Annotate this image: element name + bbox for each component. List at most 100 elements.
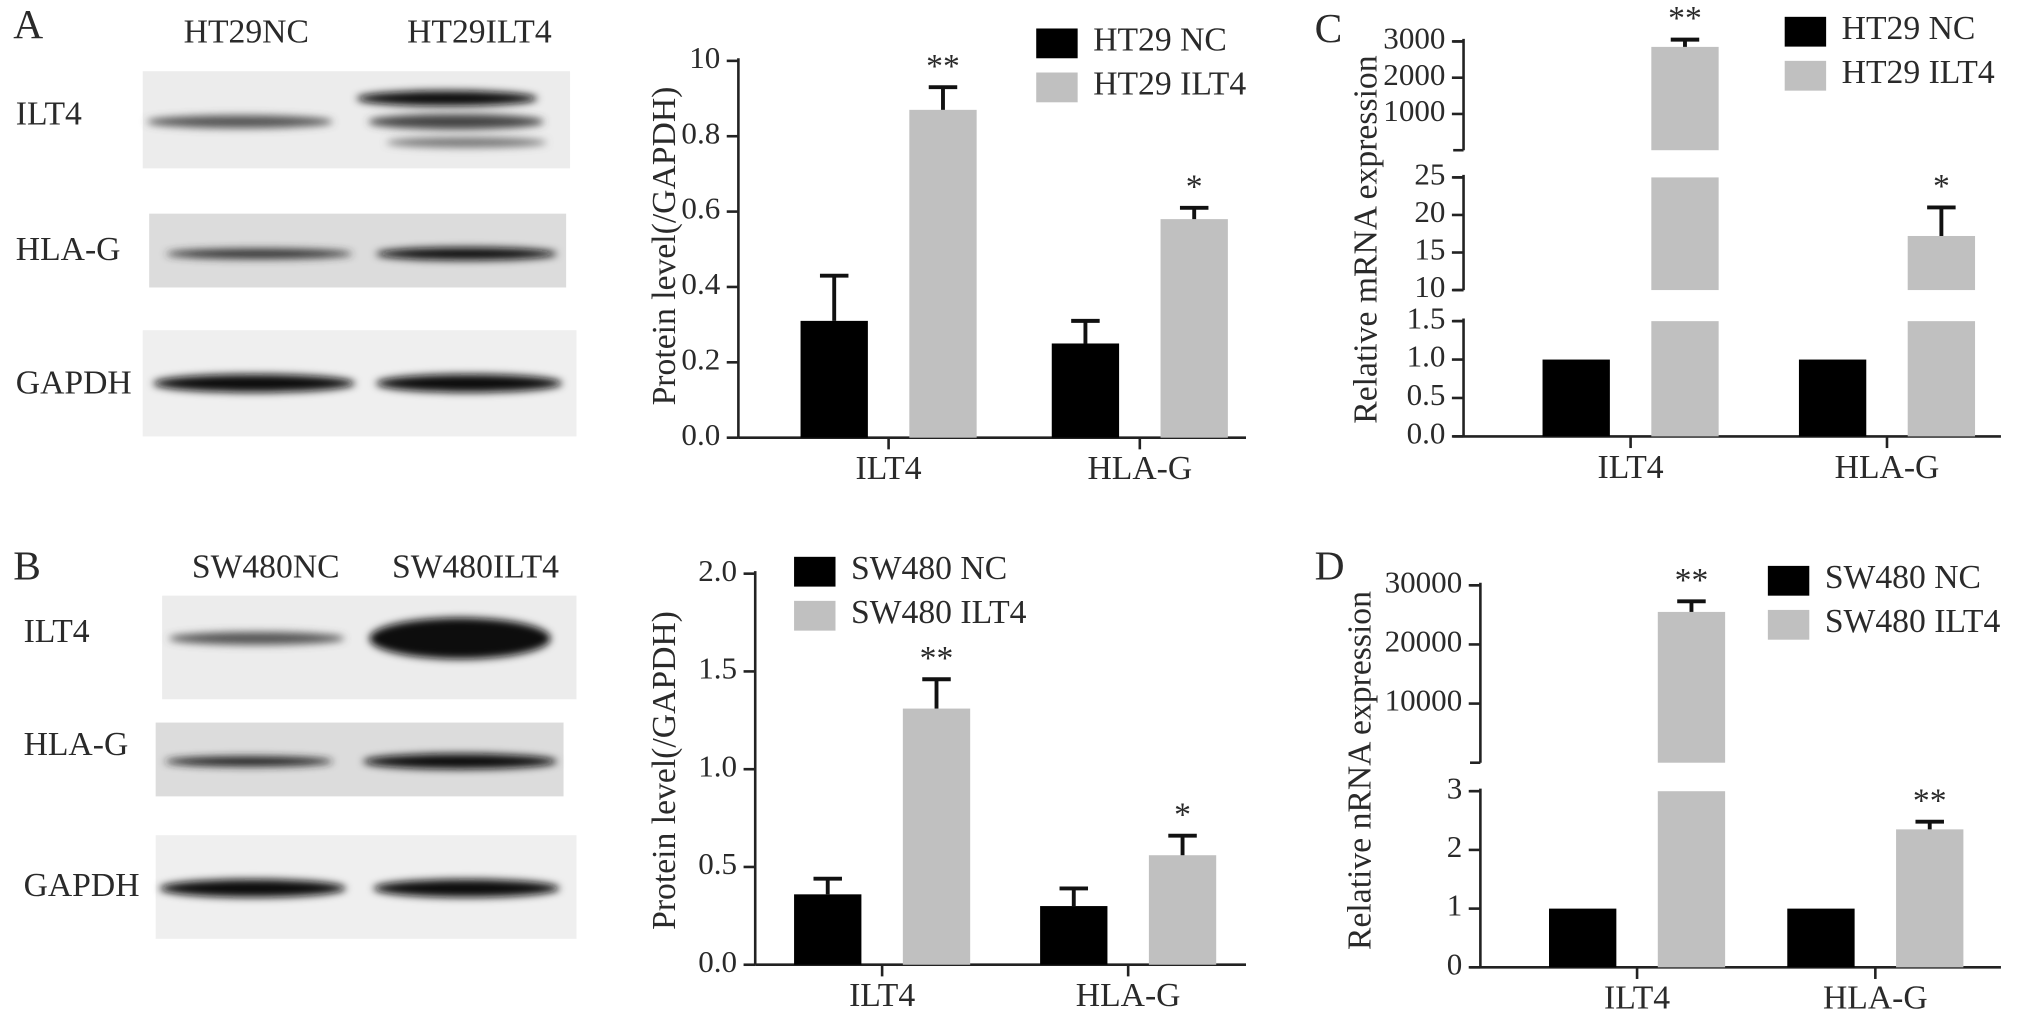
y-tick-label: 0.0	[1407, 416, 1446, 451]
bar	[1798, 359, 1867, 437]
bar	[794, 894, 862, 965]
significance: **	[1668, 0, 1702, 37]
band	[159, 879, 347, 898]
bar	[1160, 219, 1228, 438]
blot-row: ILT4	[24, 613, 90, 650]
y-tick-label: 1	[1447, 888, 1463, 923]
blot-row: HLA-G	[16, 231, 121, 268]
bar	[1651, 177, 1719, 291]
significance: **	[1675, 562, 1709, 599]
x-tick-label: HLA-G	[1076, 977, 1181, 1014]
bar	[1542, 359, 1610, 437]
bar	[1907, 235, 1976, 291]
legend-swatch	[794, 556, 836, 587]
blot-b	[155, 595, 577, 939]
y-tick-label: 0.8	[681, 115, 720, 150]
panel-letter: B	[13, 542, 41, 588]
y-tick-label: 0.2	[681, 341, 720, 376]
y-tick-label: 0.5	[1407, 377, 1446, 412]
blot-row: GAPDH	[16, 365, 132, 402]
legend-swatch	[1784, 60, 1827, 91]
legend-label: SW480 ILT4	[1825, 603, 2001, 640]
band	[168, 631, 345, 645]
x-tick-label: HLA-G	[1835, 449, 1940, 486]
significance: **	[1913, 782, 1947, 819]
legend-label: SW480 ILT4	[851, 594, 1027, 631]
y-axis-label: Relative mRNA expression	[1348, 55, 1385, 423]
bar	[1549, 908, 1617, 968]
x-tick-label: ILT4	[1604, 980, 1670, 1017]
legend-label: SW480 NC	[1825, 559, 1981, 596]
legend-swatch	[794, 600, 836, 631]
bar	[1651, 46, 1719, 151]
significance: **	[920, 640, 954, 677]
legend-swatch	[1767, 565, 1810, 596]
blot-row: HLA-G	[24, 726, 129, 763]
x-tick-label: HLA-G	[1823, 980, 1928, 1017]
bar	[1040, 906, 1108, 965]
x-tick-label: ILT4	[1598, 449, 1664, 486]
legend-label: HT29 ILT4	[1093, 65, 1246, 102]
band	[164, 756, 334, 767]
legend-label: SW480 NC	[851, 550, 1007, 587]
y-tick-label: 1.0	[1407, 339, 1446, 374]
legend-label: HT29 NC	[1093, 21, 1227, 58]
band	[146, 115, 334, 129]
band	[373, 879, 560, 898]
y-tick-label: 1000	[1383, 93, 1445, 128]
blot-column: SW480ILT4	[392, 548, 559, 585]
bar	[902, 708, 971, 965]
significance: *	[1933, 168, 1950, 205]
band	[386, 137, 547, 148]
band	[375, 247, 558, 261]
y-tick-label: 20000	[1385, 624, 1463, 659]
bar	[909, 109, 977, 438]
legend-swatch	[1036, 72, 1078, 103]
legend-swatch	[1036, 28, 1078, 59]
blot-row: GAPDH	[24, 867, 140, 904]
bar	[1657, 611, 1726, 763]
y-tick-label: 15	[1414, 232, 1445, 267]
y-tick-label: 0	[1447, 946, 1463, 981]
band	[362, 753, 558, 770]
panel-letter: C	[1315, 5, 1343, 51]
bar	[1896, 829, 1964, 968]
y-tick-label: 1.5	[698, 651, 737, 686]
blot-column: HT29NC	[184, 14, 309, 51]
bar	[1148, 855, 1217, 965]
y-axis-label: Relative nRNA expression	[1341, 591, 1378, 950]
y-tick-label: 3	[1447, 770, 1463, 805]
y-tick-label: 0.4	[681, 266, 720, 301]
band	[153, 374, 356, 393]
bar	[800, 320, 868, 438]
band	[369, 617, 551, 660]
y-tick-label: 20	[1414, 194, 1445, 229]
legend-label: HT29 NC	[1842, 10, 1976, 47]
y-tick-label: 0.5	[698, 846, 737, 881]
y-tick-label: 30000	[1385, 564, 1463, 599]
band	[166, 248, 353, 259]
x-tick-label: ILT4	[849, 977, 915, 1014]
y-tick-label: 1.5	[1407, 300, 1446, 335]
y-axis-label: Protein level(/GAPDH)	[646, 611, 683, 930]
legend-swatch	[1767, 609, 1810, 640]
y-tick-label: 10	[689, 40, 720, 75]
legend-label: HT29 ILT4	[1842, 54, 1995, 91]
x-tick-label: ILT4	[856, 450, 922, 487]
x-tick-label: HLA-G	[1087, 450, 1192, 487]
band	[375, 374, 563, 393]
blot-row: ILT4	[16, 95, 82, 132]
significance: *	[1186, 168, 1203, 205]
y-tick-label: 10000	[1385, 683, 1463, 718]
panel-letter: D	[1315, 542, 1345, 588]
significance: *	[1174, 796, 1191, 833]
blot-column: SW480NC	[192, 548, 340, 585]
blot-column: HT29ILT4	[407, 14, 552, 51]
y-tick-label: 3000	[1383, 21, 1445, 56]
bar	[1651, 321, 1719, 437]
bar	[1907, 321, 1976, 437]
band	[356, 90, 538, 107]
y-tick-label: 25	[1414, 157, 1445, 192]
